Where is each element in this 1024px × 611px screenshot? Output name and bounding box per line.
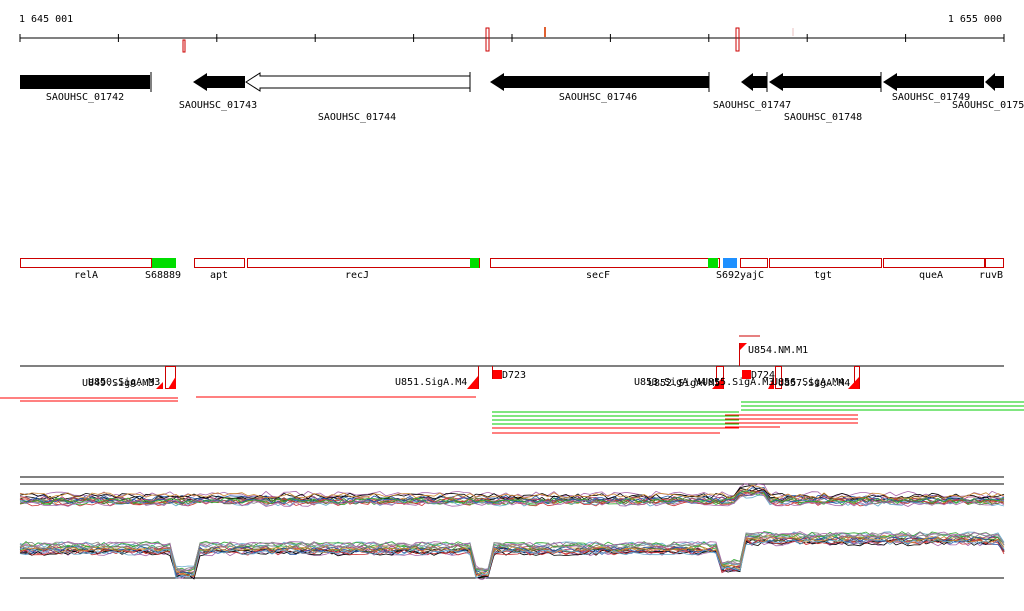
position-ruler [19,27,1005,53]
expression-profile-line [19,534,1005,575]
annotation-label: S692 [716,270,741,281]
gene-saouhsc-01742 [20,75,150,89]
annotation-label: secF [585,270,611,281]
gene-saouhsc-01749 [883,73,984,91]
feature-label: U854.NM.M1 [748,345,809,356]
gene-label: SAOUHSC_01749 [891,92,971,103]
feature-label: U853.SigA.M4 [634,377,707,388]
gene-label: SAOUHSC_01747 [712,100,792,111]
annotation-label: 89 [169,270,182,281]
expression-profile-line [19,535,1005,576]
gene-label: SAOUHSC_01744 [317,112,397,123]
annotation-label: recJ [344,270,370,281]
annotation-label: tgt [813,270,833,281]
expression-profile-line [19,532,1005,571]
gene-saouhsc-01748 [769,73,881,91]
feature-label: U856.SigA.M4 [772,377,845,388]
feature-label: U850.SigA.M3 [88,377,161,388]
annotation-label: apt [209,270,229,281]
gene-label: SAOUHSC_01746 [558,92,638,103]
feature-label: U855.SigA.M3 [702,377,775,388]
feature-label: U857.SigA.M4 [778,378,851,389]
feature-label: D723 [502,370,527,381]
gene-saouhsc-0175 [985,73,1004,91]
feature-label: U851.SigA.M4 [395,377,468,388]
gene-saouhsc-01743 [193,73,245,91]
expression-profile-line [19,485,1005,500]
expression-profile-line [19,490,1005,504]
gene-label: SAOUHSC_0175 [952,100,1024,111]
genes-track [20,72,1004,92]
gene-label: SAOUHSC_01748 [783,112,863,123]
annotation-label: queA [918,270,944,281]
annotation-track [20,258,1004,268]
feature-label: U852.SigA.M5 [648,378,721,389]
annotation-label: yajC [740,270,765,281]
annotation-label: relA [73,270,99,281]
ruler-start-label: 1 645 001 [19,14,74,25]
expression-profile-line [19,539,1005,579]
gene-saouhsc-01747 [741,73,767,91]
feature-label: D724 [751,370,776,381]
annotation-label: ruvB [979,270,1004,281]
expression-profile-line [19,484,1005,499]
expression-profile-line [19,492,1005,507]
features-track [0,335,1024,434]
expression-profile-line [19,482,1005,498]
gene-label: SAOUHSC_01742 [45,92,125,103]
annotation-label: S688 [145,270,170,281]
feature-label: U849.SigA.M3 [82,378,155,389]
gene-label: SAOUHSC_01743 [178,100,258,111]
gene-saouhsc-01746 [490,73,709,91]
expression-profile-line [19,536,1005,577]
ruler-end-label: 1 655 000 [947,14,1002,25]
